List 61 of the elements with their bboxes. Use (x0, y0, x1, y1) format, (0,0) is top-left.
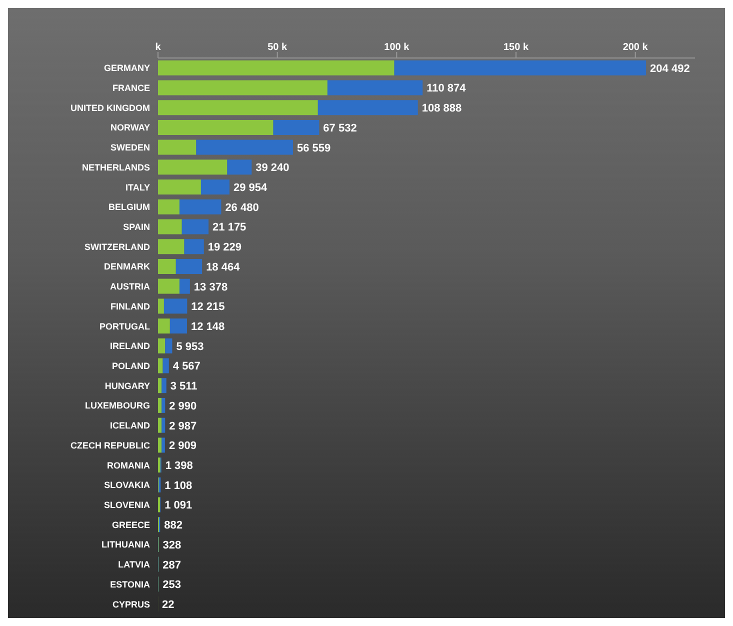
y-tick-label: NORWAY (110, 122, 150, 133)
y-tick-label: GERMANY (104, 63, 150, 74)
total-label: 108 888 (422, 102, 462, 115)
total-label: 3 511 (170, 380, 198, 393)
y-tick-label: CZECH REPUBLIC (70, 440, 150, 450)
y-tick-label: FRANCE (112, 82, 150, 93)
total-label: 67 532 (323, 122, 357, 134)
total-label: 21 175 (212, 222, 246, 234)
total-label: 110 874 (426, 82, 467, 95)
y-tick-label: ITALY (125, 182, 150, 192)
y-tick-label: BELGIUM (108, 202, 150, 212)
total-label: 2 987 (169, 420, 197, 432)
total-label: 2 909 (168, 440, 196, 452)
y-tick-label: UNITED KINGDOM (70, 102, 150, 113)
y-tick-label: SWEDEN (110, 142, 150, 153)
total-label: 56 559 (296, 142, 331, 154)
y-tick-label: ROMANIA (107, 460, 150, 470)
x-tick-label: k (155, 42, 162, 53)
total-label: 328 (162, 539, 182, 552)
total-label: 22 (162, 599, 174, 612)
x-tick-label: 200 k (622, 42, 648, 53)
total-label: 287 (162, 559, 182, 572)
y-tick-label: ESTONIA (110, 579, 150, 590)
total-label: 39 240 (256, 162, 290, 174)
y-tick-label: LITHUANIA (102, 540, 150, 550)
total-label: 204 492 (650, 62, 690, 75)
total-label: 253 (162, 579, 181, 592)
x-tick-label: 50 k (268, 42, 288, 53)
y-tick-label: POLAND (112, 360, 150, 371)
y-tick-label: IRELAND (110, 341, 150, 352)
y-tick-label: SWITZERLAND (84, 242, 150, 252)
y-tick-label: SLOVENIA (104, 500, 150, 510)
total-label: 882 (164, 520, 182, 532)
y-tick-label: PORTUGAL (100, 321, 150, 332)
x-tick-label: 100 k (384, 42, 410, 53)
y-tick-label: AUSTRIA (110, 282, 150, 292)
y-tick-label: ICELAND (110, 420, 150, 431)
x-tick-label: 150 k (503, 42, 529, 53)
total-label: 13 378 (194, 281, 228, 294)
y-tick-label: FINLAND (110, 301, 150, 312)
total-label: 12 215 (191, 301, 225, 314)
total-label: 1 108 (164, 480, 192, 492)
y-tick-label: SLOVAKIA (104, 480, 150, 490)
y-tick-label: LUXEMBOURG (85, 400, 150, 411)
total-label: 5 953 (176, 340, 204, 353)
total-label: 1 398 (165, 460, 193, 472)
y-tick-label: LATVIA (118, 560, 150, 570)
total-label: 19 229 (208, 242, 242, 254)
y-tick-label: CYPRUS (112, 599, 150, 610)
y-tick-label: SPAIN (123, 222, 150, 232)
y-tick-label: HUNGARY (104, 380, 150, 391)
total-label: 12 148 (190, 321, 225, 334)
y-tick-label: NETHERLANDS (82, 162, 150, 172)
y-tick-label: DENMARK (104, 262, 150, 272)
total-label: 29 954 (233, 182, 268, 194)
total-label: 2 990 (169, 400, 197, 412)
total-label: 1 091 (164, 500, 192, 512)
y-tick-label: GREECE (112, 520, 150, 530)
total-label: 4 567 (172, 360, 200, 373)
total-label: 18 464 (206, 261, 241, 274)
total-label: 26 480 (225, 202, 259, 214)
